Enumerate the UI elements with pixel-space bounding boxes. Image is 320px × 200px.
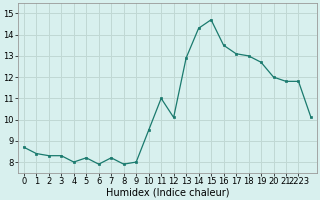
X-axis label: Humidex (Indice chaleur): Humidex (Indice chaleur) [106,187,229,197]
